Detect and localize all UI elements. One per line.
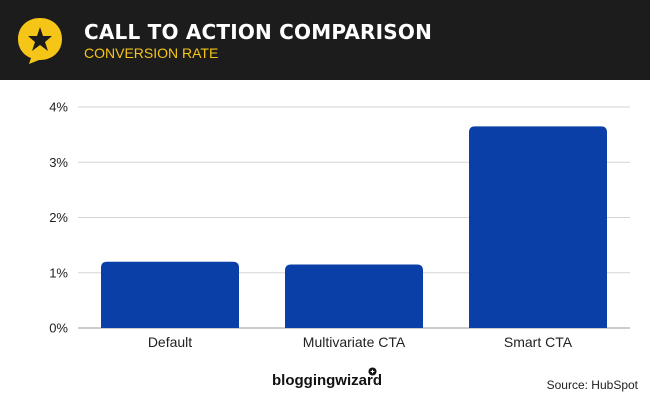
source-note: Source: HubSpot: [546, 378, 638, 392]
bar-chart: 0% 1% 2% 3% 4% Default Multivariate CTA Smart …: [49, 100, 630, 350]
bar-default: [101, 261, 239, 328]
y-tick-label: 2%: [49, 210, 68, 225]
y-tick-label: 3%: [49, 155, 68, 170]
star-speech-bubble-icon: [18, 18, 62, 64]
chart-title: CALL TO ACTION COMPARISON: [84, 20, 433, 44]
bar-smart-cta: [469, 126, 607, 329]
brand-logo: bloggingwizard: [272, 372, 382, 389]
chart-subtitle: CONVERSION RATE: [84, 45, 219, 61]
brand-dot-icon: [368, 367, 377, 376]
bar-multivariate-cta: [285, 264, 423, 328]
y-tick-label: 1%: [49, 265, 68, 280]
x-category-label: Multivariate CTA: [303, 334, 406, 350]
x-category-label: Default: [148, 334, 192, 350]
x-category-label: Smart CTA: [504, 334, 573, 350]
y-tick-label: 4%: [49, 100, 68, 115]
y-tick-label: 0%: [49, 321, 68, 336]
header-bar: CALL TO ACTION COMPARISON CONVERSION RAT…: [0, 0, 650, 80]
